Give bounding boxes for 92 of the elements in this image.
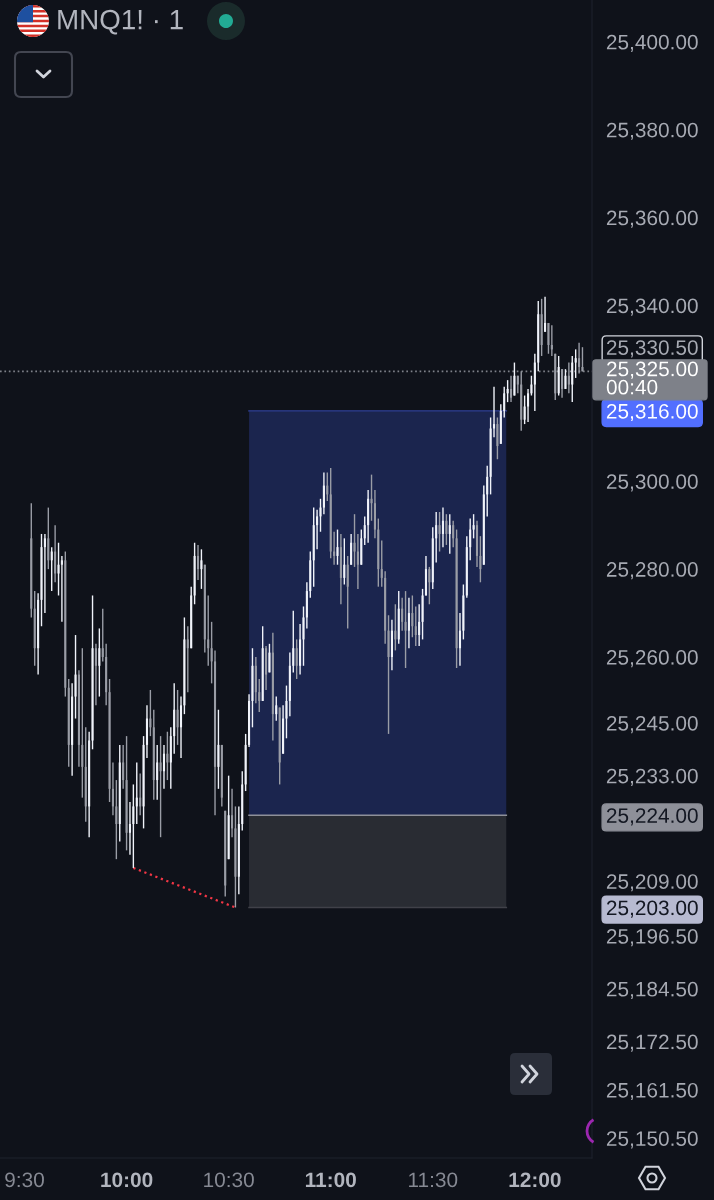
candlestick — [418, 603, 421, 647]
candlestick — [346, 555, 349, 630]
x-tick-label: 9:30 — [5, 1172, 44, 1188]
y-tick-label: 25,233.00 — [606, 768, 698, 786]
candlestick — [47, 506, 50, 570]
candlestick — [509, 375, 513, 403]
candlestick — [132, 783, 135, 869]
candlestick — [186, 625, 189, 693]
candlestick — [261, 625, 264, 702]
candlestick — [441, 506, 445, 548]
candlestick — [217, 709, 220, 790]
candlestick — [322, 471, 325, 515]
candlestick — [407, 596, 411, 649]
candlestick — [81, 647, 84, 799]
candlestick — [278, 706, 281, 786]
y-tick-label: 25,184.50 — [606, 981, 698, 1000]
y-tick-label: 25,300.00 — [606, 474, 698, 492]
candlestick — [513, 361, 516, 397]
candlestick — [445, 513, 448, 546]
x-tick-label: 12:00 — [509, 1172, 561, 1188]
candlestick — [526, 388, 530, 423]
candlestick — [543, 295, 547, 333]
candlestick — [207, 594, 210, 667]
y-tick-label: 25,172.50 — [606, 1034, 698, 1052]
candlestick — [54, 524, 57, 583]
candlestick — [128, 801, 132, 856]
y-tick-label: 25,380.00 — [606, 122, 698, 140]
candlestick — [448, 513, 451, 555]
y-tick-label: 25,330.50 — [606, 340, 698, 358]
y-tick-label: 25,209.00 — [606, 874, 698, 892]
candlestick — [176, 689, 179, 746]
candlestick — [486, 465, 489, 518]
y-tick-label: 25,280.00 — [606, 562, 698, 580]
y-tick-label: 25,316.00 — [606, 403, 698, 422]
candlestick — [411, 594, 414, 638]
candlestick — [200, 548, 203, 590]
candlestick — [156, 744, 159, 801]
candlestick — [561, 368, 564, 399]
y-tick-label: 25,150.50 — [606, 1131, 698, 1149]
candlestick — [421, 588, 424, 641]
candlestick — [557, 355, 560, 397]
y-tick-label: 25,400.00 — [606, 34, 698, 52]
x-tick-label: 10:00 — [101, 1172, 153, 1188]
y-tick-label: 25,260.00 — [606, 650, 698, 668]
candlestick — [564, 368, 567, 390]
candlestick — [356, 533, 359, 590]
candlestick — [540, 298, 543, 357]
candlestick — [343, 537, 346, 586]
candlestick — [496, 416, 499, 460]
candlestick — [472, 513, 475, 540]
y-tick-label: 25,224.00 — [606, 808, 698, 826]
candlestick — [98, 627, 101, 698]
candlestick — [438, 511, 441, 553]
candlestick — [196, 544, 200, 581]
x-tick-label: 11:00 — [305, 1172, 356, 1188]
candlestick — [60, 555, 63, 623]
candlestick — [94, 643, 97, 707]
y-tick-label: 25,203.00 — [606, 900, 698, 918]
candlestick — [503, 386, 506, 419]
x-tick-label: 11:30 — [409, 1172, 458, 1188]
x-tick-label: 10:30 — [204, 1172, 254, 1188]
candlestick — [275, 695, 278, 722]
candlestick — [227, 774, 230, 860]
candlestick — [428, 566, 431, 605]
candlestick — [574, 348, 577, 379]
candlestick — [401, 596, 404, 632]
candlestick — [578, 342, 581, 375]
candlestick — [452, 520, 455, 548]
candlestick — [547, 322, 550, 355]
ref-line-label: 25,325.00 00:40 — [606, 361, 698, 395]
candlestick — [162, 744, 166, 790]
y-tick-label: 25,196.50 — [606, 929, 698, 947]
y-tick-label: 25,340.00 — [606, 298, 698, 316]
candlestick — [571, 355, 574, 403]
chart-title: MNQ1! · 1 — [58, 9, 183, 35]
candlestick — [350, 533, 353, 566]
y-tick-label: 25,245.00 — [606, 715, 698, 734]
candlestick — [125, 735, 128, 852]
candlestick — [581, 346, 584, 373]
candlestick — [567, 361, 570, 395]
candlestick — [336, 528, 339, 566]
candlestick — [159, 735, 162, 838]
candlestick — [295, 638, 298, 680]
candlestick — [455, 528, 458, 669]
candlestick — [193, 542, 196, 605]
candlestick — [414, 605, 417, 647]
y-tick-label: 25,360.00 — [606, 210, 698, 228]
candlestick — [43, 533, 46, 614]
candlestick — [404, 590, 407, 669]
candlestick — [122, 744, 125, 790]
candlestick — [268, 643, 271, 674]
y-tick-label: 25,161.50 — [606, 1082, 698, 1101]
